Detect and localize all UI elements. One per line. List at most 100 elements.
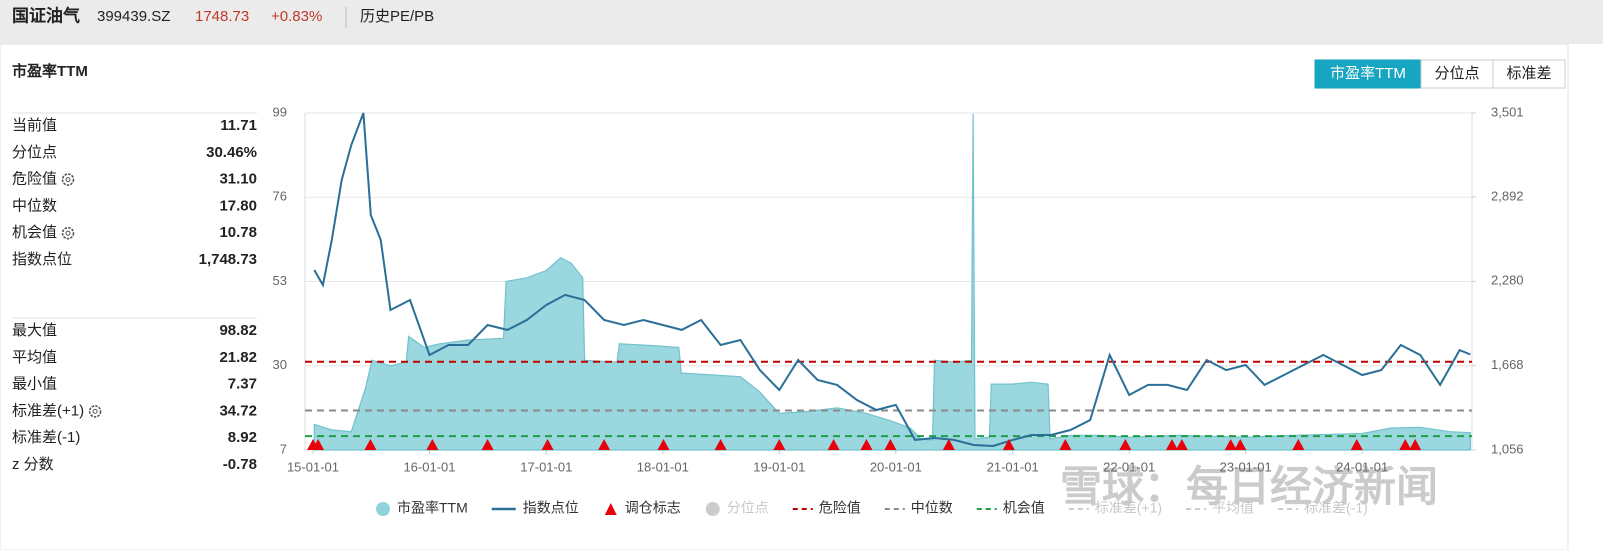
- y-tick-label: 30: [273, 357, 287, 372]
- rebalance-marker: [1409, 439, 1422, 450]
- legend-symbol: [604, 503, 617, 515]
- gear-hole: [65, 177, 71, 183]
- legend-item[interactable]: 平均值: [1186, 500, 1254, 516]
- legend-symbol: [705, 502, 720, 516]
- x-tick-label: 24-01-01: [1336, 459, 1388, 474]
- stat-label: 中位数: [12, 197, 57, 214]
- rebalance-marker: [773, 439, 786, 450]
- legend-label: 标准差(-1): [1304, 500, 1368, 516]
- legend-label: 调仓标志: [625, 500, 681, 516]
- stat-label: 分位点: [12, 144, 57, 161]
- y-tick-label: 7: [280, 441, 287, 456]
- legend-symbol: [376, 502, 390, 516]
- legend-label: 指数点位: [523, 500, 579, 516]
- rebalance-marker: [827, 439, 840, 450]
- stat-label: z 分数: [12, 456, 54, 473]
- stat-value: 34.72: [219, 402, 257, 419]
- legend-item[interactable]: 分位点: [705, 500, 769, 516]
- rebalance-marker: [1399, 439, 1412, 450]
- tab[interactable]: [1420, 59, 1494, 89]
- y-tick-label: 76: [273, 189, 287, 204]
- x-tick-label: 16-01-01: [403, 459, 455, 474]
- rebalance-marker: [1234, 439, 1247, 450]
- legend-item[interactable]: 中位数: [884, 500, 953, 516]
- legend-label: 机会值: [1003, 500, 1045, 516]
- stat-label: 标准差(-1): [12, 429, 80, 446]
- rebalance-marker: [598, 439, 611, 450]
- x-tick-label: 22-01-01: [1103, 459, 1155, 474]
- stat-value: 1,748.73: [199, 251, 257, 268]
- legend-item[interactable]: 危险值: [792, 500, 861, 516]
- stat-label: 指数点位: [12, 251, 72, 268]
- rebalance-marker: [1224, 439, 1237, 450]
- watermark: 雪球：每日经济新闻: [1060, 463, 1438, 510]
- stat-label: 平均值: [12, 349, 57, 366]
- x-tick-label: 15-01-01: [287, 459, 339, 474]
- legend-label: 分位点: [727, 500, 769, 516]
- index-name: 国证油气: [12, 5, 80, 25]
- legend-item[interactable]: 调仓标志: [604, 500, 681, 516]
- stat-label: 标准差(+1): [12, 402, 84, 419]
- stat-value: 7.37: [228, 376, 257, 393]
- legend-item[interactable]: 指数点位: [491, 500, 579, 516]
- rebalance-marker: [1119, 439, 1132, 450]
- panel-title: 市盈率TTM: [12, 62, 88, 80]
- tab[interactable]: [1492, 59, 1566, 89]
- stat-label: 当前值: [12, 117, 57, 134]
- stat-value: -0.78: [223, 456, 257, 473]
- rebalance-marker: [426, 439, 439, 450]
- y2-tick-label: 2,892: [1491, 188, 1524, 203]
- legend-label: 平均值: [1212, 500, 1254, 516]
- gear-hole: [65, 230, 71, 236]
- rebalance-marker: [1350, 439, 1363, 450]
- stat-value: 30.46%: [206, 144, 257, 161]
- tab-label[interactable]: 市盈率TTM: [1330, 65, 1406, 82]
- stat-value: 11.71: [220, 117, 257, 134]
- x-tick-label: 19-01-01: [753, 459, 805, 474]
- rebalance-marker: [1059, 439, 1072, 450]
- stat-value: 17.80: [219, 197, 257, 214]
- gear-icon[interactable]: [61, 226, 75, 240]
- x-tick-label: 20-01-01: [870, 459, 922, 474]
- tab-label[interactable]: 分位点: [1434, 65, 1479, 82]
- rebalance-marker: [860, 439, 873, 450]
- stat-value: 10.78: [219, 224, 257, 241]
- stat-label: 危险值: [12, 171, 57, 188]
- page-tab[interactable]: 历史PE/PB: [360, 8, 434, 25]
- gear-icon[interactable]: [61, 173, 75, 186]
- legend-item[interactable]: 市盈率TTM: [376, 500, 468, 516]
- stat-label: 机会值: [12, 224, 57, 241]
- rebalance-marker: [942, 439, 955, 450]
- legend-item[interactable]: 标准差(-1): [1278, 500, 1368, 516]
- rebalance-marker: [714, 439, 727, 450]
- y-tick-label: 53: [273, 273, 287, 288]
- rebalance-marker: [481, 439, 494, 450]
- stat-value: 31.10: [219, 171, 257, 188]
- legend-label: 市盈率TTM: [397, 500, 468, 516]
- rebalance-marker: [364, 439, 377, 450]
- rebalance-marker: [1175, 439, 1188, 450]
- legend-item[interactable]: 机会值: [976, 500, 1045, 516]
- gear-icon[interactable]: [88, 405, 102, 418]
- stat-value: 8.92: [228, 429, 257, 446]
- tab-label[interactable]: 标准差: [1506, 65, 1551, 82]
- legend-item[interactable]: 标准差(+1): [1068, 500, 1162, 516]
- rebalance-marker: [1292, 439, 1305, 450]
- y2-tick-label: 2,280: [1491, 273, 1524, 288]
- legend-label: 中位数: [911, 500, 953, 516]
- gear-hole: [92, 408, 98, 414]
- legend-label: 危险值: [819, 500, 861, 516]
- index-code: 399439.SZ: [97, 8, 170, 25]
- x-tick-label: 23-01-01: [1220, 459, 1272, 474]
- stat-value: 21.82: [219, 349, 257, 366]
- y2-tick-label: 1,668: [1491, 357, 1524, 372]
- tab[interactable]: [1314, 59, 1422, 89]
- rebalance-marker: [1165, 439, 1178, 450]
- index-line: [313, 112, 1471, 448]
- x-tick-label: 17-01-01: [520, 459, 572, 474]
- y-tick-label: 99: [273, 104, 287, 119]
- header-bar: [0, 0, 1603, 44]
- rebalance-marker: [657, 439, 670, 450]
